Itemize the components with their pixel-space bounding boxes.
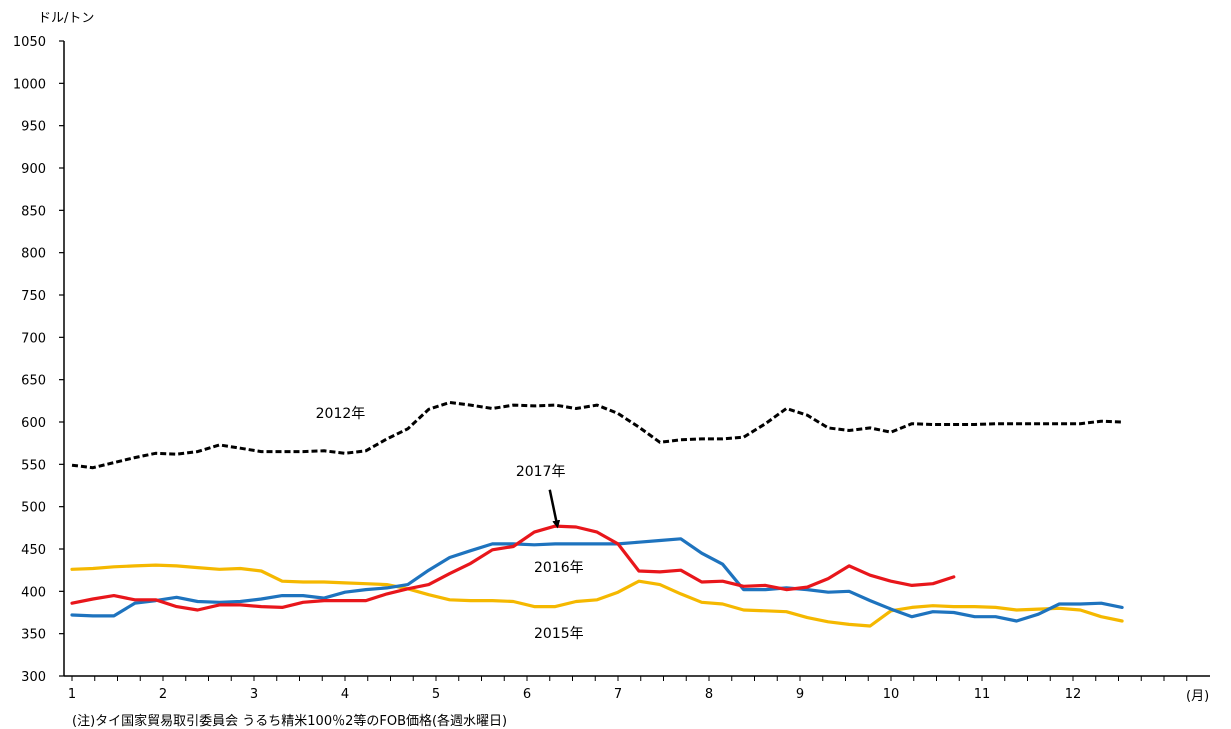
y-tick-label: 650 (21, 374, 46, 389)
series-annotation-label: 2015年 (534, 626, 584, 642)
y-tick-label: 500 (21, 501, 46, 516)
series-annotation-label: 2017年 (516, 464, 566, 480)
x-tick-label: 6 (523, 687, 531, 702)
y-tick-label: 550 (21, 458, 46, 473)
x-axis-unit-label: (月) (1186, 689, 1209, 704)
x-tick-label: 1 (68, 687, 76, 702)
y-tick-label: 850 (21, 204, 46, 219)
series-line-2 (70, 537, 1124, 623)
x-tick-label: 2 (159, 687, 167, 702)
series-annotation-label: 2012年 (316, 406, 366, 422)
y-axis: 300 350 400 450 500 550 600 650 700 750 800 850 900 9… (13, 35, 65, 685)
x-tick-label: 12 (1065, 687, 1082, 702)
y-tick-label: 750 (21, 289, 46, 304)
y-tick-label: 900 (21, 162, 46, 177)
series-line-1 (70, 563, 1124, 628)
series-annotation-label: 2016年 (534, 560, 584, 576)
x-tick-label: 7 (614, 687, 622, 702)
series-line-0 (71, 401, 1123, 470)
y-axis-unit-label: ドル/トン (38, 11, 94, 26)
x-tick-label: 10 (883, 687, 900, 702)
y-tick-label: 600 (21, 416, 46, 431)
y-tick-label: 450 (21, 543, 46, 558)
annotation-arrow (548, 489, 561, 529)
x-tick-label: 9 (796, 687, 804, 702)
price-line-chart: 300 350 400 450 500 550 600 650 700 750 800 850 900 9… (13, 11, 1210, 704)
series-lines (70, 401, 1124, 628)
y-tick-label: 1050 (13, 35, 46, 50)
x-axis: 1 2 3 4 5 6 7 8 9 10 11 12 (64, 675, 1210, 702)
y-tick-label: 800 (21, 247, 46, 262)
x-tick-label: 5 (432, 687, 440, 702)
y-tick-label: 700 (21, 331, 46, 346)
x-tick-label: 8 (705, 687, 713, 702)
x-tick-label: 3 (250, 687, 258, 702)
series-line-3 (70, 524, 956, 612)
y-tick-label: 300 (21, 670, 46, 685)
y-tick-label: 950 (21, 120, 46, 135)
y-tick-label: 1000 (13, 77, 46, 92)
x-tick-label: 11 (974, 687, 991, 702)
x-tick-label: 4 (341, 687, 349, 702)
source-note: (注)タイ国家貿易取引委員会 うるち精米100％2等のFOB価格(各週水曜日) (72, 714, 508, 729)
y-tick-label: 400 (21, 585, 46, 600)
y-tick-label: 350 (21, 628, 46, 643)
series-annotations: 2012年 2017年 2016年 2015年 (316, 406, 584, 642)
